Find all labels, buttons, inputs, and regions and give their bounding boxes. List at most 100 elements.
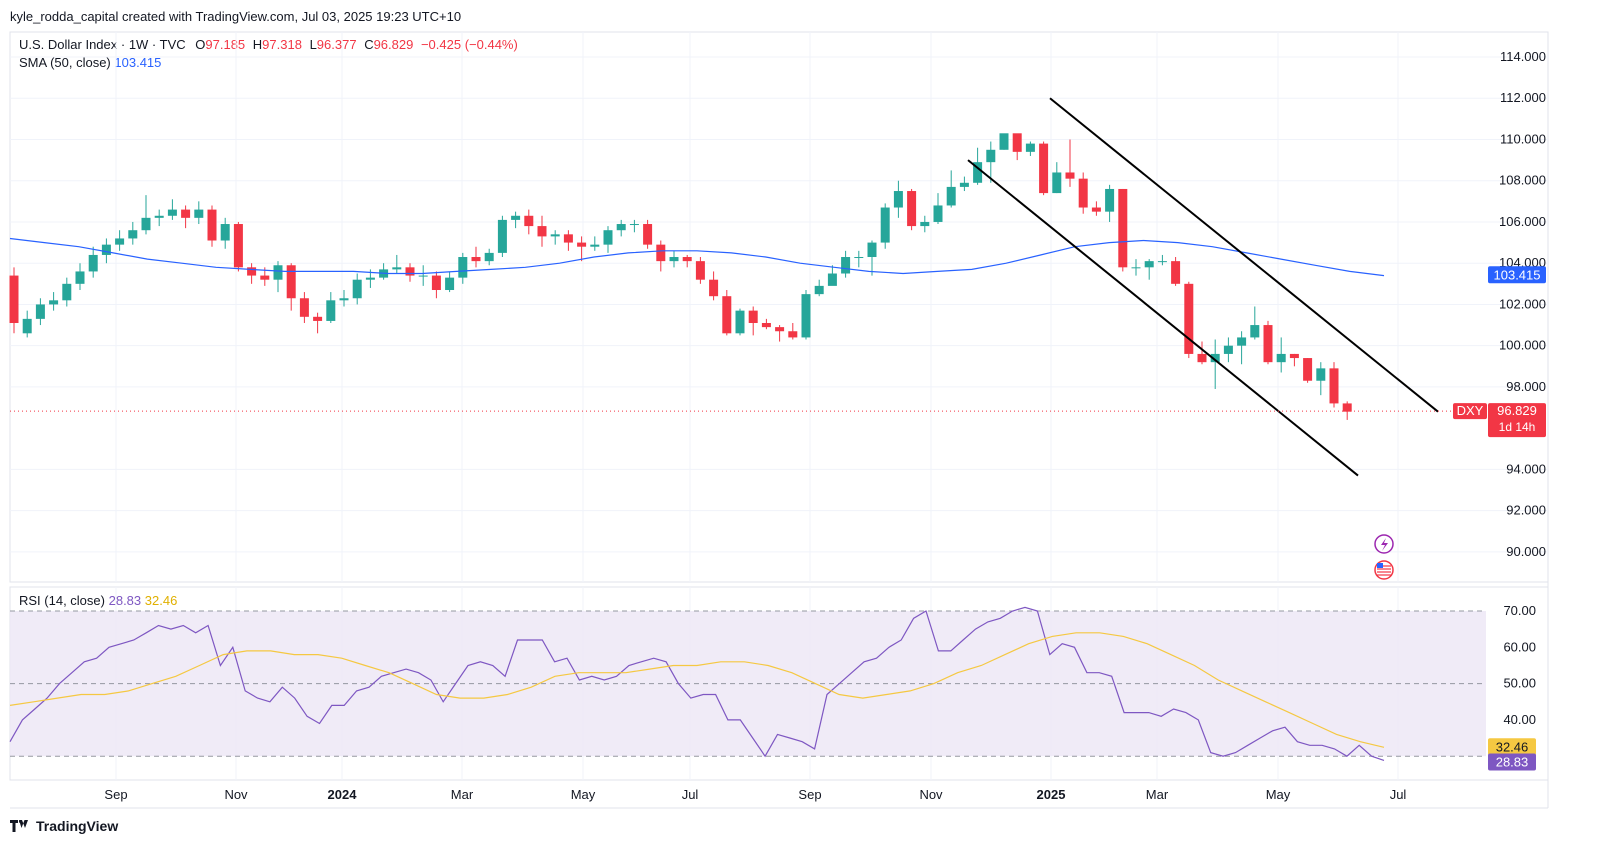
y-tick-label: 94.000 (1506, 461, 1546, 476)
change-value: −0.425 (−0.44%) (420, 37, 518, 52)
candle-body (1118, 188, 1128, 268)
sma-legend[interactable]: SMA (50, close) 103.415 (19, 55, 161, 70)
candle-body (814, 285, 824, 295)
brand-name: TradingView (36, 818, 119, 834)
high-label: H (252, 37, 263, 52)
candle-body (682, 257, 692, 262)
x-tick-label: Mar (1146, 787, 1169, 802)
candle-body (1039, 143, 1049, 194)
y-tick-label: 98.000 (1506, 379, 1546, 394)
candle-body (273, 265, 283, 280)
rsi-ma-value: 32.46 (144, 593, 178, 608)
candle-body (497, 219, 507, 253)
candle-body (484, 252, 494, 262)
channel-lower-line (967, 159, 1359, 477)
credit-text: kyle_rodda_capital created with TradingV… (10, 9, 462, 24)
candle-body (458, 257, 468, 278)
candle-body (907, 191, 917, 227)
candle-body (999, 133, 1009, 150)
candle-body (1184, 283, 1194, 354)
tradingview-icon (10, 820, 28, 832)
candle-body (1303, 358, 1313, 381)
candle-body (1025, 143, 1035, 152)
candle-body (260, 275, 270, 280)
ticker-badge (1453, 403, 1487, 420)
x-tick-label: Nov (919, 787, 943, 802)
rsi-legend[interactable]: RSI (14, close) 28.83 32.46 (19, 593, 177, 608)
x-tick-label: 2024 (328, 787, 358, 802)
open-label: O (195, 37, 206, 52)
channel-upper-line (1049, 97, 1439, 413)
candle-body (893, 191, 903, 208)
candle-body (62, 283, 72, 301)
candle-body (75, 271, 85, 284)
x-tick-label: Jul (1390, 787, 1407, 802)
x-tick-label: Jul (682, 787, 699, 802)
candle-body (326, 300, 336, 321)
rsi-line (9, 606, 1385, 761)
candle-body (233, 224, 243, 268)
candle-body (775, 327, 785, 332)
lightning-icon (1381, 538, 1388, 551)
y-tick-label: 102.000 (1499, 296, 1546, 311)
high-value: 97.318 (262, 37, 302, 52)
rsi-ma-line (9, 632, 1385, 748)
candle-body (1342, 403, 1352, 412)
candle-body (788, 331, 798, 338)
y-tick-label: 92.000 (1506, 503, 1546, 518)
candle-body (603, 230, 613, 245)
rsi-badge (1488, 753, 1536, 771)
candle-body (920, 221, 930, 227)
sma-price-badge (1488, 266, 1546, 284)
candle-body (827, 273, 837, 286)
rsi-ma-badge (1488, 738, 1536, 756)
candle-body (1078, 178, 1088, 208)
candle-body (154, 215, 164, 218)
candle-body (1329, 368, 1339, 404)
last-price-badge (1488, 403, 1546, 438)
candle-body (101, 244, 111, 255)
candle-body (313, 316, 323, 321)
candle-body (365, 277, 375, 280)
candle-body (959, 182, 969, 187)
candle-body (1091, 207, 1101, 212)
candle-body (49, 300, 59, 305)
y-tick-label: 90.000 (1506, 544, 1546, 559)
flag-canton (1377, 563, 1383, 568)
candle-body (352, 279, 362, 299)
sma-line (9, 237, 1385, 277)
candle-body (867, 242, 877, 258)
candle-body (181, 209, 191, 218)
candle-body (524, 215, 534, 227)
candle-body (629, 224, 639, 226)
candle-body (880, 207, 890, 243)
candle-body (220, 224, 230, 241)
tradingview-logo[interactable]: TradingView (10, 818, 118, 834)
last-price-text: 96.829 (1497, 403, 1537, 418)
sma-label: SMA (50, close) (19, 55, 111, 70)
candle-body (286, 265, 296, 299)
candle-body (735, 310, 745, 334)
candle-body (9, 275, 19, 323)
candle-body (445, 277, 455, 291)
symbol-label[interactable]: U.S. Dollar Index · 1W · TVC (19, 37, 186, 52)
candle-body (1171, 261, 1181, 284)
candle-body (590, 244, 600, 247)
candle-body (207, 209, 217, 241)
countdown-text: 1d 14h (1499, 420, 1536, 434)
candle-body (194, 209, 204, 218)
x-tick-label: Sep (798, 787, 821, 802)
candle-body (418, 275, 428, 277)
candle-body (986, 149, 996, 163)
candle-body (1263, 325, 1273, 363)
x-tick-label: 2025 (1037, 787, 1066, 802)
candle-body (115, 238, 125, 245)
candle-body (1052, 172, 1062, 194)
candle-body (761, 322, 771, 328)
candle-body (801, 294, 811, 338)
candle-body (1157, 261, 1167, 263)
candle-body (748, 310, 758, 323)
rsi-tick-label: 50.00 (1503, 676, 1536, 691)
candle-body (933, 205, 943, 222)
